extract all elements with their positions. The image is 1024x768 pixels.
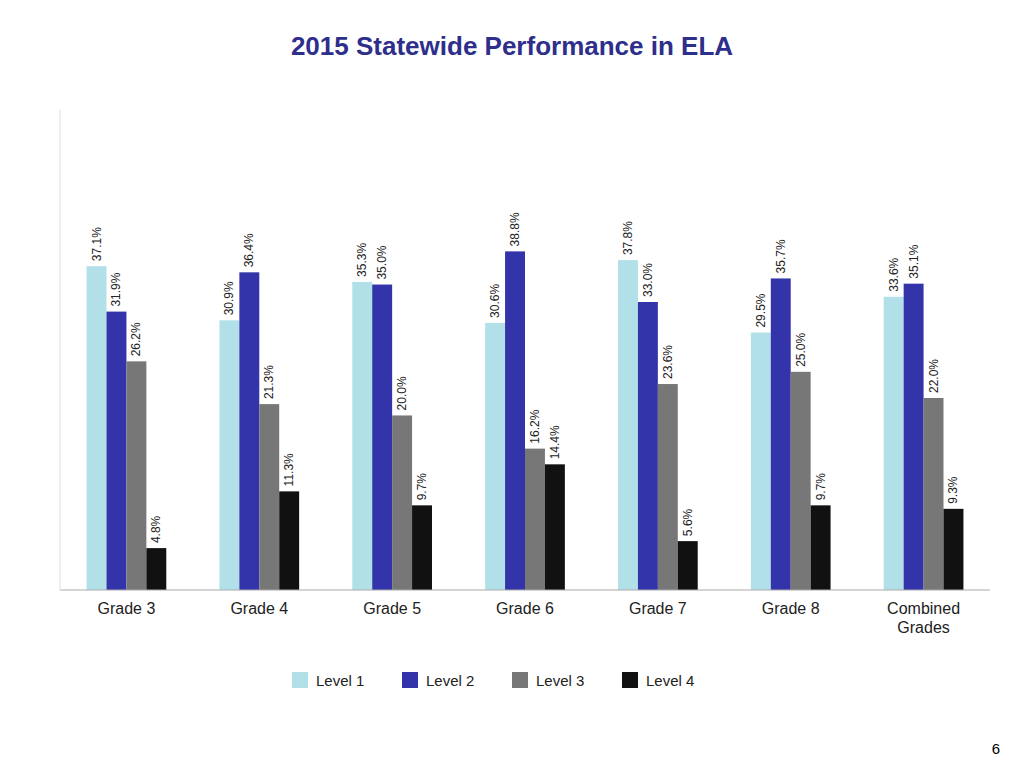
x-tick-label: Grade 5 (363, 600, 421, 617)
background (0, 0, 1024, 768)
bar (944, 509, 964, 590)
data-label: 5.6% (681, 508, 695, 536)
x-tick-label: Grade 4 (230, 600, 288, 617)
data-label: 35.3% (355, 243, 369, 277)
chart-svg: 2015 Statewide Performance in ELA 37.1% 30… (0, 0, 1024, 768)
data-label: 22.0% (927, 359, 941, 393)
data-label: 21.3% (262, 365, 276, 399)
data-labels: 37.1% 30.9% 35.3% 30.6% 37.8% 29.5% 33.6% 31.9%… (90, 212, 961, 543)
data-label: 31.9% (109, 272, 123, 306)
bar (87, 266, 107, 590)
bar (618, 260, 638, 590)
legend-label: Level 3 (536, 672, 584, 689)
annotation: 6 (992, 740, 1000, 757)
x-tick-label: Grade 8 (762, 600, 820, 617)
x-tick-label: Grade 3 (98, 600, 156, 617)
data-label: 33.0% (641, 263, 655, 297)
bars (87, 251, 964, 590)
legend-label: Level 2 (426, 672, 474, 689)
x-tick-label-line: Grade 7 (629, 600, 687, 617)
x-tick-label-line: Grade 4 (230, 600, 288, 617)
x-tick-label-line: Grade 6 (496, 600, 554, 617)
legend-swatch (512, 672, 528, 688)
data-label: 4.8% (149, 515, 163, 543)
bar (126, 361, 146, 590)
bar (146, 548, 166, 590)
data-label: 30.9% (222, 281, 236, 315)
legend-swatch (622, 672, 638, 688)
x-tick-label: Grade 7 (629, 600, 687, 617)
data-label: 26.2% (129, 322, 143, 356)
data-label: 33.6% (887, 257, 901, 291)
y-axis-line (60, 110, 61, 590)
data-label: 16.2% (528, 409, 542, 443)
x-tick-labels: Grade 3 Grade 4 Grade 5 Grade 6 Grade 7 Grade… (98, 600, 961, 636)
data-label: 36.4% (242, 233, 256, 267)
bar (372, 285, 392, 590)
chart-container: 2015 Statewide Performance in ELA 37.1% 30… (0, 0, 1024, 768)
data-label: 35.0% (375, 245, 389, 279)
bar (545, 464, 565, 590)
legend-swatch (402, 672, 418, 688)
bar (352, 282, 372, 590)
data-label: 35.1% (907, 244, 921, 278)
x-tick-label-line: Grade 3 (98, 600, 156, 617)
bar (771, 278, 791, 590)
bar (924, 398, 944, 590)
bar (107, 312, 127, 590)
data-label: 9.7% (814, 473, 828, 501)
data-label: 11.3% (282, 453, 296, 486)
data-label: 37.1% (90, 227, 104, 261)
legend-label: Level 1 (316, 672, 364, 689)
legend-label: Level 4 (646, 672, 694, 689)
data-label: 25.0% (794, 332, 808, 366)
bar (239, 272, 259, 590)
x-tick-label: Grade 6 (496, 600, 554, 617)
x-tick-label-line: Grade 8 (762, 600, 820, 617)
bar (791, 372, 811, 590)
legend: Level 1 Level 2 Level 3 Level 4 (292, 672, 694, 689)
bar (279, 491, 299, 590)
bar (678, 541, 698, 590)
bar (259, 404, 279, 590)
x-tick-label-line: Grade 5 (363, 600, 421, 617)
data-label: 29.5% (754, 293, 768, 327)
bar (904, 284, 924, 590)
data-label: 23.6% (661, 345, 675, 379)
bar (658, 384, 678, 590)
data-label: 35.7% (774, 239, 788, 273)
bar (811, 505, 831, 590)
data-label: 37.8% (621, 221, 635, 255)
bar (412, 505, 432, 590)
bar (505, 251, 525, 590)
bar (485, 323, 505, 590)
legend-swatch (292, 672, 308, 688)
data-label: 9.3% (946, 476, 960, 504)
bar (638, 302, 658, 590)
data-label: 20.0% (395, 376, 409, 410)
data-label: 9.7% (415, 473, 429, 501)
bar (392, 415, 412, 590)
bar (219, 320, 239, 590)
x-tick-label-line: Combined (887, 600, 960, 617)
data-label: 38.8% (508, 212, 522, 246)
x-axis-line (60, 590, 990, 591)
bar (884, 297, 904, 590)
bar (751, 333, 771, 590)
bar (525, 449, 545, 590)
x-tick-label: Combined Grades (887, 600, 960, 636)
data-label: 30.6% (488, 284, 502, 318)
data-label: 14.4% (548, 425, 562, 459)
x-tick-label-line: Grades (897, 619, 949, 636)
title: 2015 Statewide Performance in ELA (291, 31, 733, 61)
